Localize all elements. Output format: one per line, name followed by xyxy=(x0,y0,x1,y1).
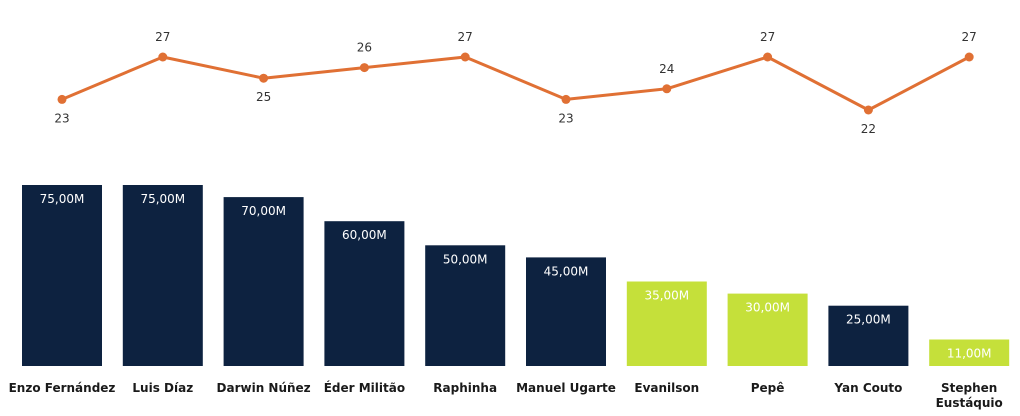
age-value-label-4: 27 xyxy=(458,30,473,44)
category-label-4: Raphinha xyxy=(433,381,497,395)
category-label-0: Enzo Fernández xyxy=(9,381,116,395)
category-label-6: Evanilson xyxy=(634,381,699,395)
bar-value-label-5: 45,00M xyxy=(544,264,589,278)
age-value-label-5: 23 xyxy=(558,111,573,125)
bar-4[interactable] xyxy=(425,245,506,366)
bar-2[interactable] xyxy=(223,197,304,366)
bar-value-label-0: 75,00M xyxy=(40,192,85,206)
bar-9[interactable] xyxy=(929,339,1010,367)
age-point-2[interactable] xyxy=(259,73,269,83)
age-value-label-1: 27 xyxy=(155,30,170,44)
age-value-label-2: 25 xyxy=(256,90,271,104)
age-point-4[interactable] xyxy=(460,52,470,62)
age-point-7[interactable] xyxy=(763,52,773,62)
bars-layer: 75,00M 75,00M 70,00M 60,00M 50,00M 45,00M 35,0… xyxy=(22,185,1010,367)
age-point-5[interactable] xyxy=(561,94,571,104)
age-point-6[interactable] xyxy=(662,84,672,94)
category-label-8: Yan Couto xyxy=(833,381,902,395)
bar-value-label-6: 35,00M xyxy=(644,289,689,303)
bar-value-label-1: 75,00M xyxy=(140,192,185,206)
bar-5[interactable] xyxy=(526,257,606,366)
category-label-3: Éder Militão xyxy=(324,380,405,395)
age-value-label-0: 23 xyxy=(54,111,69,125)
bar-1[interactable] xyxy=(122,185,203,366)
category-label-7: Pepê xyxy=(751,381,785,395)
category-label-9: Stephen Eustáquio xyxy=(936,381,1003,410)
bar-value-label-8: 25,00M xyxy=(846,313,891,327)
age-value-label-6: 24 xyxy=(659,62,674,76)
bar-value-label-2: 70,00M xyxy=(241,204,286,218)
bar-6[interactable] xyxy=(626,281,707,367)
line-layer: 23 27 25 26 27 23 24 27 22 27 xyxy=(54,30,976,136)
age-point-3[interactable] xyxy=(359,63,369,73)
age-value-label-9: 27 xyxy=(962,30,977,44)
bar-8[interactable] xyxy=(828,305,909,366)
bar-3[interactable] xyxy=(324,221,405,366)
bar-value-label-4: 50,00M xyxy=(443,252,488,266)
age-point-0[interactable] xyxy=(57,94,67,104)
age-value-label-7: 27 xyxy=(760,30,775,44)
bar-value-label-9: 11,00M xyxy=(947,347,992,361)
age-line xyxy=(61,55,970,112)
age-point-8[interactable] xyxy=(863,105,873,115)
bar-0[interactable] xyxy=(22,185,102,366)
bar-7[interactable] xyxy=(727,293,808,366)
category-label-2: Darwin Núñez xyxy=(217,381,311,395)
bar-value-label-7: 30,00M xyxy=(745,301,790,315)
age-value-label-8: 22 xyxy=(861,122,876,136)
category-label-5: Manuel Ugarte xyxy=(516,381,616,395)
category-axis: Enzo Fernández Luis Díaz Darwin Núñez Éder … xyxy=(9,380,1003,410)
age-value-label-3: 26 xyxy=(357,41,372,55)
age-point-1[interactable] xyxy=(158,52,168,62)
category-label-1: Luis Díaz xyxy=(132,381,193,395)
age-point-9[interactable] xyxy=(964,52,974,62)
bar-value-label-3: 60,00M xyxy=(342,228,387,242)
